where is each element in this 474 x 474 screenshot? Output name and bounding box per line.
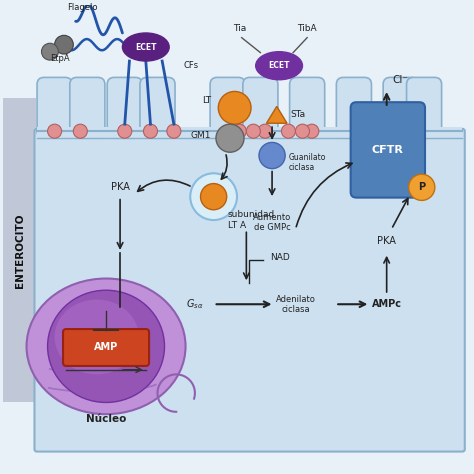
Text: AMP: AMP (94, 342, 118, 352)
Ellipse shape (55, 300, 139, 374)
Text: PKA: PKA (377, 236, 396, 246)
FancyBboxPatch shape (70, 77, 105, 138)
Text: PKA: PKA (110, 182, 129, 192)
Circle shape (47, 124, 62, 138)
Text: Guanilato
ciclasa: Guanilato ciclasa (289, 153, 326, 172)
FancyBboxPatch shape (210, 77, 245, 138)
Circle shape (282, 124, 295, 138)
Text: TibA: TibA (297, 24, 317, 33)
Polygon shape (266, 106, 287, 123)
Circle shape (201, 183, 227, 210)
Text: ENTEROCITO: ENTEROCITO (15, 213, 25, 288)
Circle shape (73, 124, 87, 138)
Text: LT: LT (202, 96, 211, 105)
FancyBboxPatch shape (337, 77, 372, 138)
Circle shape (295, 124, 310, 138)
Text: CFTR: CFTR (372, 145, 404, 155)
Circle shape (246, 124, 260, 138)
Text: Núcleo: Núcleo (86, 414, 126, 424)
Ellipse shape (255, 52, 302, 80)
Circle shape (55, 36, 73, 54)
FancyBboxPatch shape (3, 99, 36, 402)
FancyBboxPatch shape (37, 77, 72, 138)
Text: Cl⁻: Cl⁻ (393, 75, 409, 85)
FancyBboxPatch shape (107, 77, 142, 138)
Ellipse shape (122, 33, 169, 61)
Text: Adenilato
ciclasa: Adenilato ciclasa (275, 294, 315, 314)
Ellipse shape (27, 279, 185, 414)
Circle shape (219, 91, 251, 124)
FancyBboxPatch shape (243, 77, 278, 138)
Text: STa: STa (291, 110, 306, 119)
FancyBboxPatch shape (140, 77, 175, 138)
FancyBboxPatch shape (35, 129, 465, 452)
Text: P: P (418, 182, 425, 192)
Text: subunidad
LT A: subunidad LT A (228, 210, 275, 230)
Circle shape (190, 173, 237, 220)
Text: EtpA: EtpA (50, 54, 70, 63)
Circle shape (144, 124, 157, 138)
Circle shape (216, 124, 244, 152)
Text: Tia: Tia (233, 24, 246, 33)
Text: ECET: ECET (268, 61, 290, 70)
Text: CFs: CFs (183, 61, 198, 70)
Text: AMPc: AMPc (372, 299, 401, 309)
Ellipse shape (47, 290, 164, 402)
FancyBboxPatch shape (351, 102, 425, 198)
Circle shape (305, 124, 319, 138)
Circle shape (259, 142, 285, 169)
Text: GM1: GM1 (191, 131, 211, 140)
Circle shape (409, 174, 435, 201)
Text: Flagelo: Flagelo (67, 3, 98, 12)
Circle shape (42, 43, 58, 60)
FancyBboxPatch shape (383, 77, 418, 138)
Circle shape (232, 124, 246, 138)
FancyBboxPatch shape (290, 77, 325, 138)
Text: $G_{s\alpha}$: $G_{s\alpha}$ (186, 297, 204, 311)
FancyBboxPatch shape (63, 329, 149, 366)
Text: Aumento
de GMPc: Aumento de GMPc (253, 213, 291, 232)
FancyBboxPatch shape (407, 77, 442, 138)
Circle shape (167, 124, 181, 138)
Text: NAD: NAD (270, 253, 290, 262)
Circle shape (258, 124, 272, 138)
Circle shape (118, 124, 132, 138)
Text: ECET: ECET (135, 43, 156, 52)
FancyBboxPatch shape (37, 127, 463, 138)
